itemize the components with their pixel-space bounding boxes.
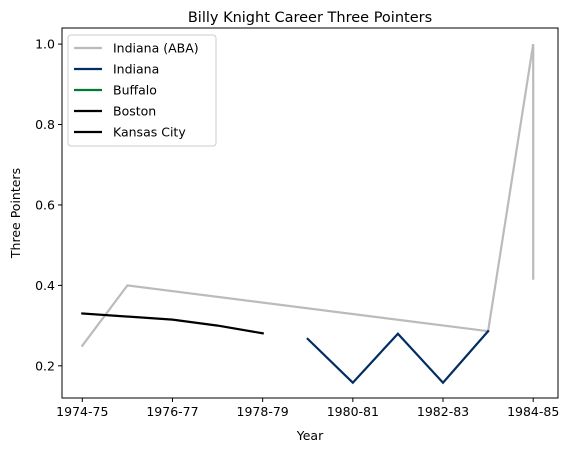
series-line-4 [81, 312, 264, 335]
y-axis: 0.2 0.4 0.6 0.8 1.0 [35, 37, 62, 373]
legend-label-4: Kansas City [113, 125, 186, 140]
x-axis: 1974-75 1976-77 1978-79 1980-81 1982-83 1984-… [56, 398, 559, 419]
legend-label-0: Indiana (ABA) [113, 41, 199, 56]
y-tick-label: 0.4 [35, 278, 55, 293]
series-lines [80, 43, 535, 385]
x-tick-label: 1978-79 [237, 404, 289, 419]
x-axis-label: Year [296, 428, 324, 443]
x-tick-label: 1980-81 [327, 404, 379, 419]
chart-title: Billy Knight Career Three Pointers [188, 10, 432, 26]
y-axis-label: Three Pointers [8, 168, 23, 259]
x-tick-label: 1982-83 [417, 404, 469, 419]
series-line-1 [306, 329, 490, 385]
x-tick-label: 1976-77 [146, 404, 198, 419]
y-tick-label: 1.0 [35, 37, 55, 52]
x-tick-label: 1984-85 [507, 404, 559, 419]
y-tick-label: 0.2 [35, 358, 55, 373]
y-tick-label: 0.8 [35, 117, 55, 132]
x-tick-label: 1974-75 [56, 404, 108, 419]
legend-box [67, 34, 217, 147]
y-tick-label: 0.6 [35, 197, 55, 212]
plot-frame [61, 27, 559, 399]
legend-label-3: Boston [113, 104, 156, 119]
legend: Indiana (ABA) Indiana Buffalo Boston Kansas … [67, 34, 217, 147]
legend-label-1: Indiana [113, 62, 159, 77]
legend-label-2: Buffalo [113, 83, 157, 98]
